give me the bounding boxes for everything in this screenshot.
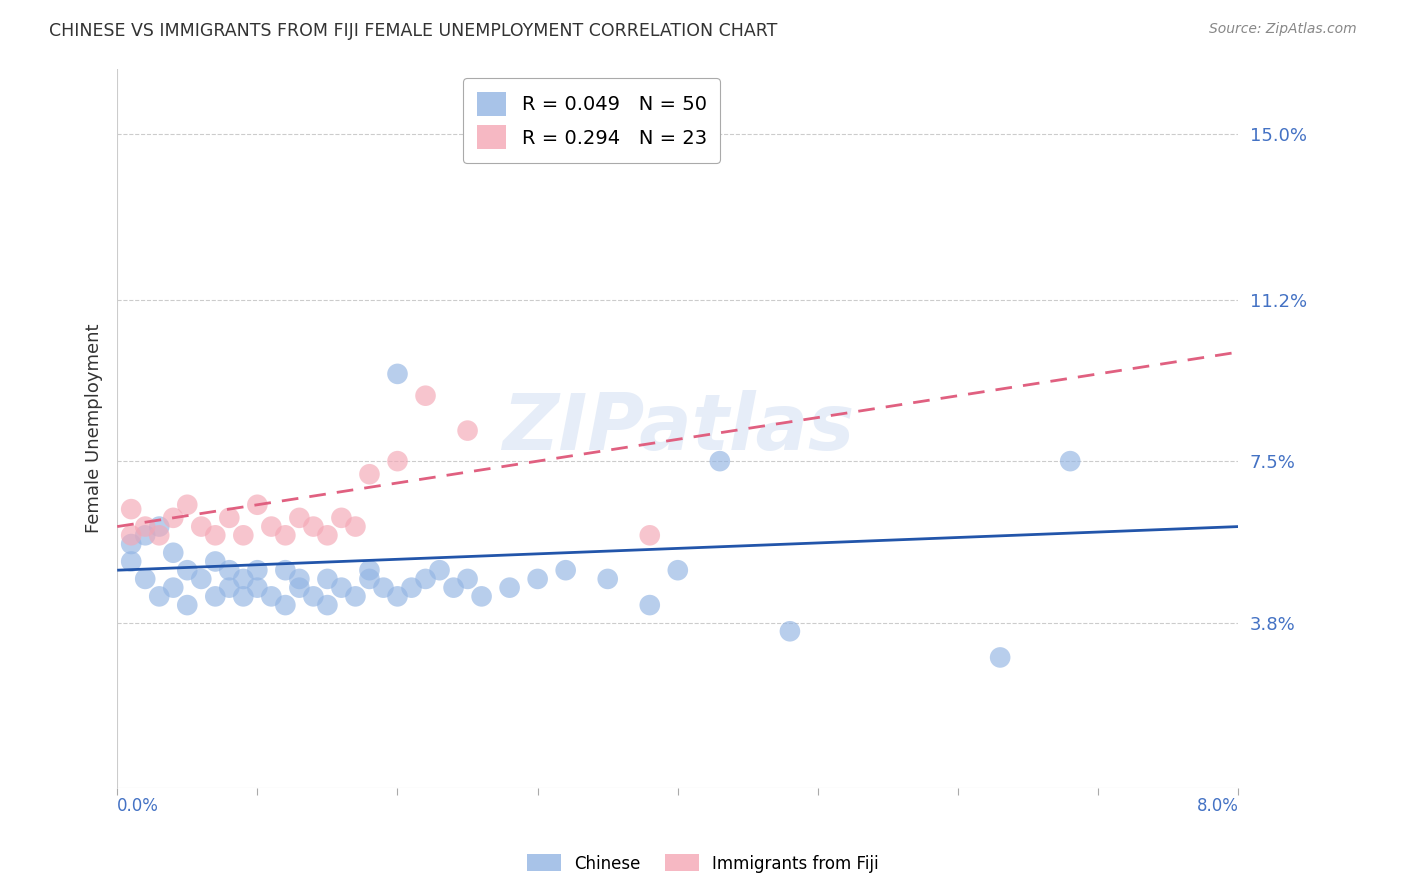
Point	[330, 581, 353, 595]
Point	[554, 563, 576, 577]
Point	[429, 563, 451, 577]
Point	[638, 598, 661, 612]
Point	[373, 581, 395, 595]
Point	[274, 563, 297, 577]
Point	[316, 528, 339, 542]
Point	[190, 572, 212, 586]
Point	[232, 572, 254, 586]
Point	[387, 590, 409, 604]
Point	[638, 528, 661, 542]
Point	[359, 572, 381, 586]
Point	[120, 528, 142, 542]
Point	[988, 650, 1011, 665]
Point	[330, 511, 353, 525]
Point	[246, 498, 269, 512]
Point	[120, 554, 142, 568]
Point	[779, 624, 801, 639]
Point	[176, 498, 198, 512]
Point	[457, 572, 479, 586]
Point	[387, 367, 409, 381]
Point	[443, 581, 465, 595]
Point	[134, 572, 156, 586]
Point	[288, 572, 311, 586]
Point	[1059, 454, 1081, 468]
Point	[457, 424, 479, 438]
Point	[162, 581, 184, 595]
Text: 0.0%: 0.0%	[117, 797, 159, 815]
Point	[666, 563, 689, 577]
Point	[204, 590, 226, 604]
Point	[232, 590, 254, 604]
Text: ZIPatlas: ZIPatlas	[502, 391, 853, 467]
Point	[162, 511, 184, 525]
Point	[204, 554, 226, 568]
Point	[176, 598, 198, 612]
Point	[302, 519, 325, 533]
Point	[401, 581, 423, 595]
Point	[134, 528, 156, 542]
Legend: Chinese, Immigrants from Fiji: Chinese, Immigrants from Fiji	[520, 847, 886, 880]
Point	[302, 590, 325, 604]
Point	[359, 467, 381, 482]
Point	[288, 511, 311, 525]
Point	[359, 563, 381, 577]
Text: 8.0%: 8.0%	[1197, 797, 1239, 815]
Point	[190, 519, 212, 533]
Point	[246, 563, 269, 577]
Point	[148, 590, 170, 604]
Point	[148, 519, 170, 533]
Text: CHINESE VS IMMIGRANTS FROM FIJI FEMALE UNEMPLOYMENT CORRELATION CHART: CHINESE VS IMMIGRANTS FROM FIJI FEMALE U…	[49, 22, 778, 40]
Point	[274, 598, 297, 612]
Point	[274, 528, 297, 542]
Point	[260, 590, 283, 604]
Point	[246, 581, 269, 595]
Point	[596, 572, 619, 586]
Point	[415, 572, 437, 586]
Y-axis label: Female Unemployment: Female Unemployment	[86, 324, 103, 533]
Point	[218, 581, 240, 595]
Point	[709, 454, 731, 468]
Point	[498, 581, 520, 595]
Point	[134, 519, 156, 533]
Point	[148, 528, 170, 542]
Legend: R = 0.049   N = 50, R = 0.294   N = 23: R = 0.049 N = 50, R = 0.294 N = 23	[463, 78, 720, 162]
Point	[232, 528, 254, 542]
Point	[162, 546, 184, 560]
Point	[218, 563, 240, 577]
Point	[415, 389, 437, 403]
Point	[176, 563, 198, 577]
Point	[316, 598, 339, 612]
Point	[120, 502, 142, 516]
Point	[204, 528, 226, 542]
Point	[260, 519, 283, 533]
Point	[218, 511, 240, 525]
Point	[387, 454, 409, 468]
Point	[120, 537, 142, 551]
Point	[526, 572, 548, 586]
Text: Source: ZipAtlas.com: Source: ZipAtlas.com	[1209, 22, 1357, 37]
Point	[288, 581, 311, 595]
Point	[471, 590, 494, 604]
Point	[344, 519, 367, 533]
Point	[344, 590, 367, 604]
Point	[316, 572, 339, 586]
